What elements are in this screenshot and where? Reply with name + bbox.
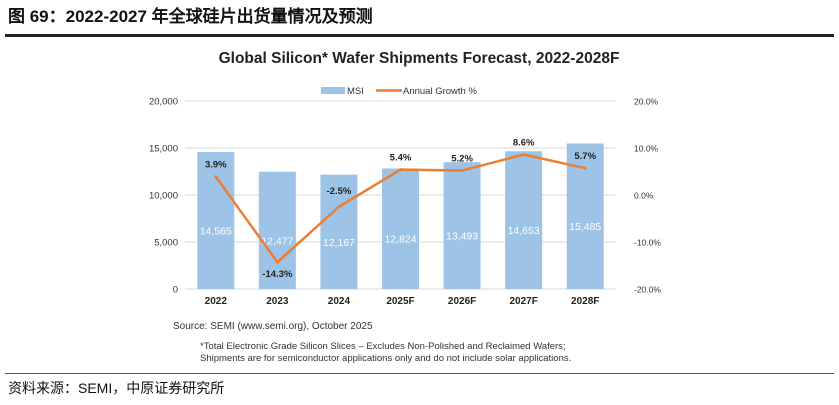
bar-2023 bbox=[258, 171, 296, 289]
footnote-line-1: *Total Electronic Grade Silicon Slices –… bbox=[200, 341, 566, 352]
legend-swatch-msi bbox=[321, 87, 345, 94]
y-left-tick-label: 0 bbox=[173, 285, 178, 296]
y-left-tick-label: 20,000 bbox=[149, 97, 178, 108]
bar-value-label: 13,493 bbox=[446, 231, 478, 243]
growth-point bbox=[214, 175, 218, 179]
y-right-tick-label: -10.0% bbox=[634, 238, 661, 248]
bar-value-label: 15,485 bbox=[569, 221, 601, 233]
growth-label: 8.6% bbox=[513, 138, 535, 149]
bar-2025F bbox=[382, 168, 419, 289]
x-tick-label: 2026F bbox=[448, 296, 476, 307]
bar-value-label: 12,824 bbox=[384, 234, 416, 246]
bar-value-label: 14,653 bbox=[508, 225, 540, 237]
growth-point bbox=[275, 260, 279, 264]
y-left-tick-label: 10,000 bbox=[149, 191, 178, 202]
x-tick-label: 2024 bbox=[328, 296, 351, 307]
x-tick-label: 2028F bbox=[571, 296, 599, 307]
growth-point bbox=[522, 153, 526, 157]
bar-value-label: 14,565 bbox=[200, 226, 232, 238]
x-tick-label: 2023 bbox=[266, 296, 289, 307]
chart-title: Global Silicon* Wafer Shipments Forecast… bbox=[219, 50, 620, 67]
y-left-tick-label: 15,000 bbox=[149, 144, 178, 155]
bar-2026F bbox=[443, 162, 481, 289]
growth-point bbox=[460, 169, 464, 173]
x-tick-label: 2025F bbox=[386, 296, 414, 307]
footer-divider bbox=[5, 373, 834, 374]
y-right-tick-label: 20.0% bbox=[634, 97, 659, 107]
x-tick-label: 2027F bbox=[509, 296, 537, 307]
footnote-line-2: Shipments are for semiconductor applicat… bbox=[200, 353, 571, 364]
y-right-tick-label: 10.0% bbox=[634, 144, 659, 154]
growth-label: 5.7% bbox=[574, 151, 596, 162]
y-left-tick-label: 5,000 bbox=[154, 238, 178, 249]
legend-label-msi: MSI bbox=[347, 86, 364, 97]
title-divider bbox=[5, 34, 834, 37]
legend-label-growth: Annual Growth % bbox=[403, 86, 477, 97]
bar-value-label: 12,477 bbox=[261, 235, 293, 247]
figure-title: 图 69：2022-2027 年全球硅片出货量情况及预测 bbox=[8, 6, 373, 26]
source-note: 资料来源：SEMI，中原证券研究所 bbox=[8, 380, 224, 396]
growth-point bbox=[337, 205, 341, 209]
growth-label: 5.4% bbox=[390, 153, 412, 164]
growth-label: -2.5% bbox=[327, 186, 352, 197]
bar-2024 bbox=[320, 174, 358, 289]
legend: MSI Annual Growth % bbox=[321, 86, 477, 97]
bar-value-label: 12,167 bbox=[323, 237, 355, 249]
y-right-tick-label: 0.0% bbox=[634, 191, 654, 201]
growth-point bbox=[399, 168, 402, 172]
x-tick-label: 2022 bbox=[205, 296, 228, 307]
source-text: Source: SEMI (www.semi.org), October 202… bbox=[173, 321, 373, 332]
growth-label: -14.3% bbox=[262, 269, 293, 280]
growth-label: 5.2% bbox=[451, 154, 473, 165]
y-right-tick-label: -20.0% bbox=[634, 285, 661, 295]
growth-label: 3.9% bbox=[205, 160, 227, 171]
bar-2022 bbox=[197, 152, 235, 289]
growth-point bbox=[583, 166, 587, 170]
bar-2027F bbox=[505, 151, 543, 289]
